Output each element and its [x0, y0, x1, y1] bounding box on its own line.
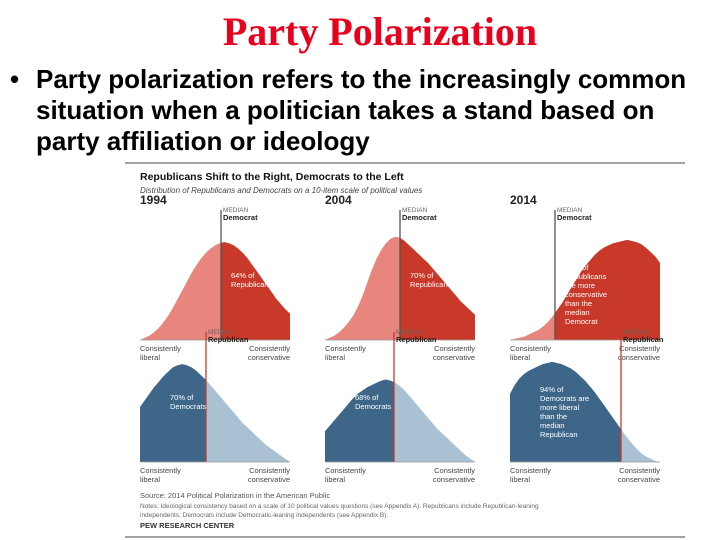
xlabel-right-1-a: Consistently — [434, 344, 475, 353]
xlabel-left-5-b: liberal — [510, 475, 530, 484]
xlabel-right-0-a: Consistently — [249, 344, 290, 353]
median-party-3: Republican — [208, 335, 249, 344]
xlabel-left-0-a: Consistently — [140, 344, 181, 353]
xlabel-left-3-a: Consistently — [140, 466, 181, 475]
annotation-2-4: than the — [565, 299, 592, 308]
median-label-1: MEDIAN — [402, 207, 428, 214]
xlabel-left-0-b: liberal — [140, 353, 160, 362]
median-label-5: MEDIAN — [623, 329, 649, 336]
annotation-5-4: median — [540, 421, 565, 430]
annotation-5-2: more liberal — [540, 403, 580, 412]
xlabel-left-2-a: Consistently — [510, 344, 551, 353]
polarization-figure: Republicans Shift to the Right, Democrat… — [120, 160, 690, 540]
xlabel-right-3-a: Consistently — [249, 466, 290, 475]
annotation-2-0: 92% of — [565, 263, 589, 272]
xlabel-left-4-a: Consistently — [325, 466, 366, 475]
xlabel-right-1-b: conservative — [433, 353, 475, 362]
median-party-1: Democrat — [402, 213, 437, 222]
area-right-2 — [555, 239, 660, 340]
annotation-2-1: Republicans — [565, 272, 607, 281]
xlabel-right-0-b: conservative — [248, 353, 290, 362]
annotation-5-3: than the — [540, 412, 567, 421]
source-line-1: Source: 2014 Political Polarization in t… — [140, 491, 330, 500]
median-party-4: Republican — [396, 335, 437, 344]
xlabel-right-2-a: Consistently — [619, 344, 660, 353]
xlabel-left-5-a: Consistently — [510, 466, 551, 475]
annotation-1-0: 70% of — [410, 271, 434, 280]
annotation-5-0: 94% of — [540, 385, 564, 394]
bullet-text: Party polarization refers to the increas… — [36, 64, 687, 156]
source-line-3: independents; Democrats include Democrat… — [140, 512, 388, 519]
xlabel-left-1-b: liberal — [325, 353, 345, 362]
annotation-5-1: Democrats are — [540, 394, 589, 403]
xlabel-right-5-a: Consistently — [619, 466, 660, 475]
annotation-1-1: Republicans — [410, 280, 452, 289]
xlabel-left-1-a: Consistently — [325, 344, 366, 353]
xlabel-left-4-b: liberal — [325, 475, 345, 484]
annotation-5-5: Republican — [540, 430, 578, 439]
xlabel-left-3-b: liberal — [140, 475, 160, 484]
annotation-3-0: 70% of — [170, 393, 194, 402]
area-right-4 — [394, 382, 475, 462]
annotation-2-2: are more — [565, 281, 595, 290]
xlabel-right-4-b: conservative — [433, 475, 475, 484]
panel-year-1: 2004 — [325, 193, 352, 207]
area-left-3 — [140, 364, 206, 462]
xlabel-right-2-b: conservative — [618, 353, 660, 362]
chart-title: Republicans Shift to the Right, Democrat… — [140, 171, 404, 183]
bullet-point: • Party polarization refers to the incre… — [10, 64, 710, 157]
area-right-0 — [221, 242, 290, 340]
annotation-3-1: Democrats — [170, 402, 207, 411]
area-left-1 — [325, 236, 400, 340]
annotation-2-3: conservative — [565, 290, 607, 299]
median-party-0: Democrat — [223, 213, 258, 222]
figure-background — [120, 160, 690, 540]
area-right-3 — [206, 379, 290, 462]
area-left-4 — [325, 379, 394, 462]
xlabel-right-4-a: Consistently — [434, 466, 475, 475]
area-right-1 — [400, 237, 475, 340]
median-label-4: MEDIAN — [396, 329, 422, 336]
panel-year-0: 1994 — [140, 193, 167, 207]
xlabel-right-5-b: conservative — [618, 475, 660, 484]
annotation-0-0: 64% of — [231, 271, 255, 280]
median-party-2: Democrat — [557, 213, 592, 222]
xlabel-left-2-b: liberal — [510, 353, 530, 362]
source-line-2: Notes: Ideological consistency based on … — [140, 503, 539, 510]
panel-year-2: 2014 — [510, 193, 537, 207]
chart-subtitle: Distribution of Republicans and Democrat… — [140, 186, 422, 195]
publisher-label: PEW RESEARCH CENTER — [140, 521, 235, 530]
annotation-0-1: Republicans — [231, 280, 273, 289]
median-label-3: MEDIAN — [208, 329, 234, 336]
annotation-4-0: 68% of — [355, 393, 379, 402]
area-left-5 — [510, 361, 621, 462]
median-label-2: MEDIAN — [557, 207, 583, 214]
bullet-dot: • — [10, 64, 20, 94]
annotation-2-5: median — [565, 308, 590, 317]
annotation-4-1: Democrats — [355, 402, 392, 411]
area-left-2 — [510, 312, 555, 340]
xlabel-right-3-b: conservative — [248, 475, 290, 484]
annotation-2-6: Democrat — [565, 317, 598, 326]
slide-title: Party Polarization — [222, 9, 538, 54]
area-left-0 — [140, 242, 221, 340]
area-right-5 — [621, 429, 660, 462]
median-label-0: MEDIAN — [223, 207, 249, 214]
median-party-5: Republican — [623, 335, 664, 344]
